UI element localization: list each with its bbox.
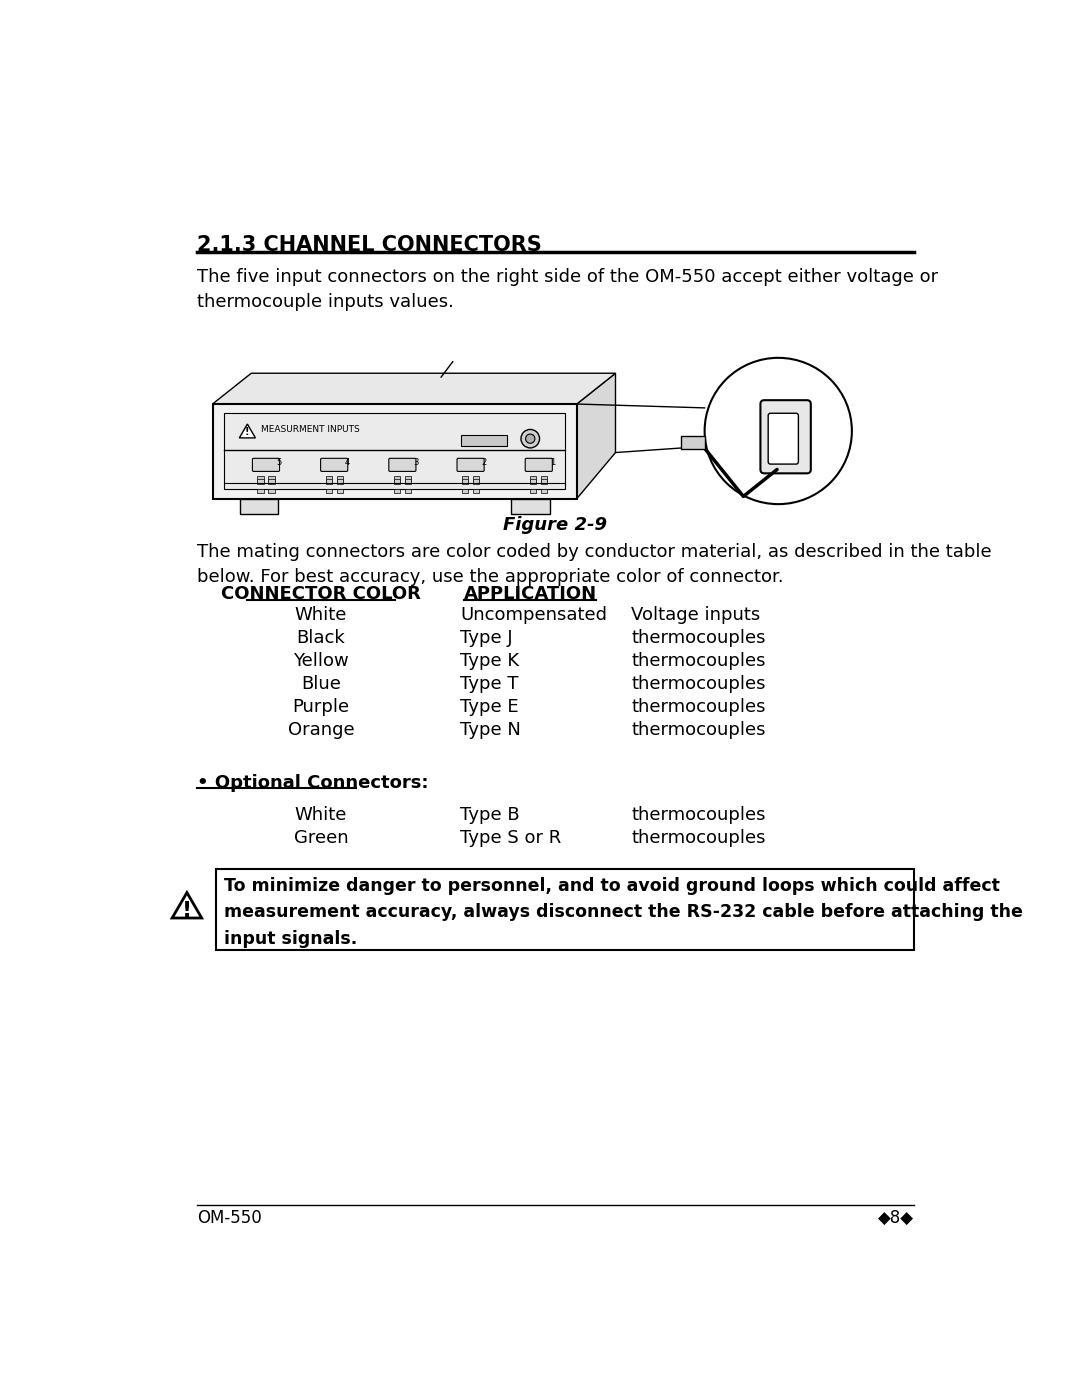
Text: thermocouples: thermocouples [631,698,766,717]
Text: Type K: Type K [460,652,519,671]
Text: White: White [295,806,347,824]
Text: The five input connectors on the right side of the OM-550 accept either voltage : The five input connectors on the right s… [197,268,939,312]
Polygon shape [172,893,202,918]
Polygon shape [213,373,616,404]
Text: 2.1.3 CHANNEL CONNECTORS: 2.1.3 CHANNEL CONNECTORS [197,235,542,254]
Bar [541,489,548,493]
Text: thermocouples: thermocouples [631,629,766,647]
Bar [337,489,342,493]
Bar [268,475,274,485]
Bar [473,475,480,485]
FancyBboxPatch shape [253,458,280,471]
Bar [240,499,279,514]
Bar [326,479,332,483]
Bar [541,479,548,483]
Text: ◆8◆: ◆8◆ [878,1208,914,1227]
Bar [326,489,332,493]
Text: Type E: Type E [460,698,519,717]
Text: White: White [295,606,347,624]
Text: OM-550: OM-550 [197,1208,261,1227]
FancyBboxPatch shape [321,458,348,471]
Bar [511,499,550,514]
Text: !: ! [245,426,249,437]
FancyBboxPatch shape [768,414,798,464]
Circle shape [521,429,540,448]
Bar [530,489,537,493]
Circle shape [526,434,535,443]
Bar [268,479,274,483]
Text: Blue: Blue [301,675,341,693]
Bar [394,475,400,485]
FancyBboxPatch shape [760,400,811,474]
Text: 1: 1 [550,458,555,467]
Bar [541,475,548,485]
Text: Yellow: Yellow [293,652,349,671]
Bar [326,475,332,485]
Text: thermocouples: thermocouples [631,721,766,739]
Text: thermocouples: thermocouples [631,652,766,671]
Bar [337,479,342,483]
Bar [394,479,400,483]
Text: 2: 2 [482,458,487,467]
Bar [530,479,537,483]
Bar [473,479,480,483]
Polygon shape [577,373,616,499]
Text: thermocouples: thermocouples [631,828,766,847]
Text: Voltage inputs: Voltage inputs [631,606,760,624]
Text: Type T: Type T [460,675,519,693]
Text: • Optional Connectors:: • Optional Connectors: [197,774,429,792]
Polygon shape [240,425,256,437]
Text: 4: 4 [345,458,350,467]
Text: Type J: Type J [460,629,513,647]
Bar [530,475,537,485]
Bar [405,475,410,485]
Text: Orange: Orange [287,721,354,739]
Bar [257,479,264,483]
Text: thermocouples: thermocouples [631,806,766,824]
FancyBboxPatch shape [389,458,416,471]
FancyBboxPatch shape [457,458,484,471]
Text: Uncompensated: Uncompensated [460,606,607,624]
Text: Type B: Type B [460,806,521,824]
Bar [462,479,469,483]
Text: 3: 3 [414,458,419,467]
Bar [405,489,410,493]
Bar [462,475,469,485]
Bar [462,489,469,493]
Bar [405,479,410,483]
Bar [473,489,480,493]
FancyBboxPatch shape [525,458,552,471]
Bar [337,475,342,485]
Text: Green: Green [294,828,349,847]
Polygon shape [225,414,565,489]
Text: Purple: Purple [293,698,350,717]
Text: thermocouples: thermocouples [631,675,766,693]
Polygon shape [213,404,577,499]
Text: Figure 2-9: Figure 2-9 [503,515,607,534]
Bar [268,489,274,493]
Bar [257,475,264,485]
Text: The mating connectors are color coded by conductor material, as described in the: The mating connectors are color coded by… [197,542,991,587]
Bar [394,489,400,493]
Text: Type S or R: Type S or R [460,828,562,847]
Bar [681,436,704,448]
Bar [216,869,914,950]
Text: 5: 5 [276,458,282,467]
Bar [257,489,264,493]
Text: !: ! [181,901,192,921]
Text: CONNECTOR COLOR: CONNECTOR COLOR [221,585,421,604]
Text: To minimize danger to personnel, and to avoid ground loops which could affect
me: To minimize danger to personnel, and to … [225,877,1023,947]
Circle shape [704,358,852,504]
Text: MEASURMENT INPUTS: MEASURMENT INPUTS [261,425,360,434]
Bar [460,434,507,447]
Text: Type N: Type N [460,721,522,739]
Text: Black: Black [297,629,346,647]
Text: APPLICATION: APPLICATION [463,585,597,604]
